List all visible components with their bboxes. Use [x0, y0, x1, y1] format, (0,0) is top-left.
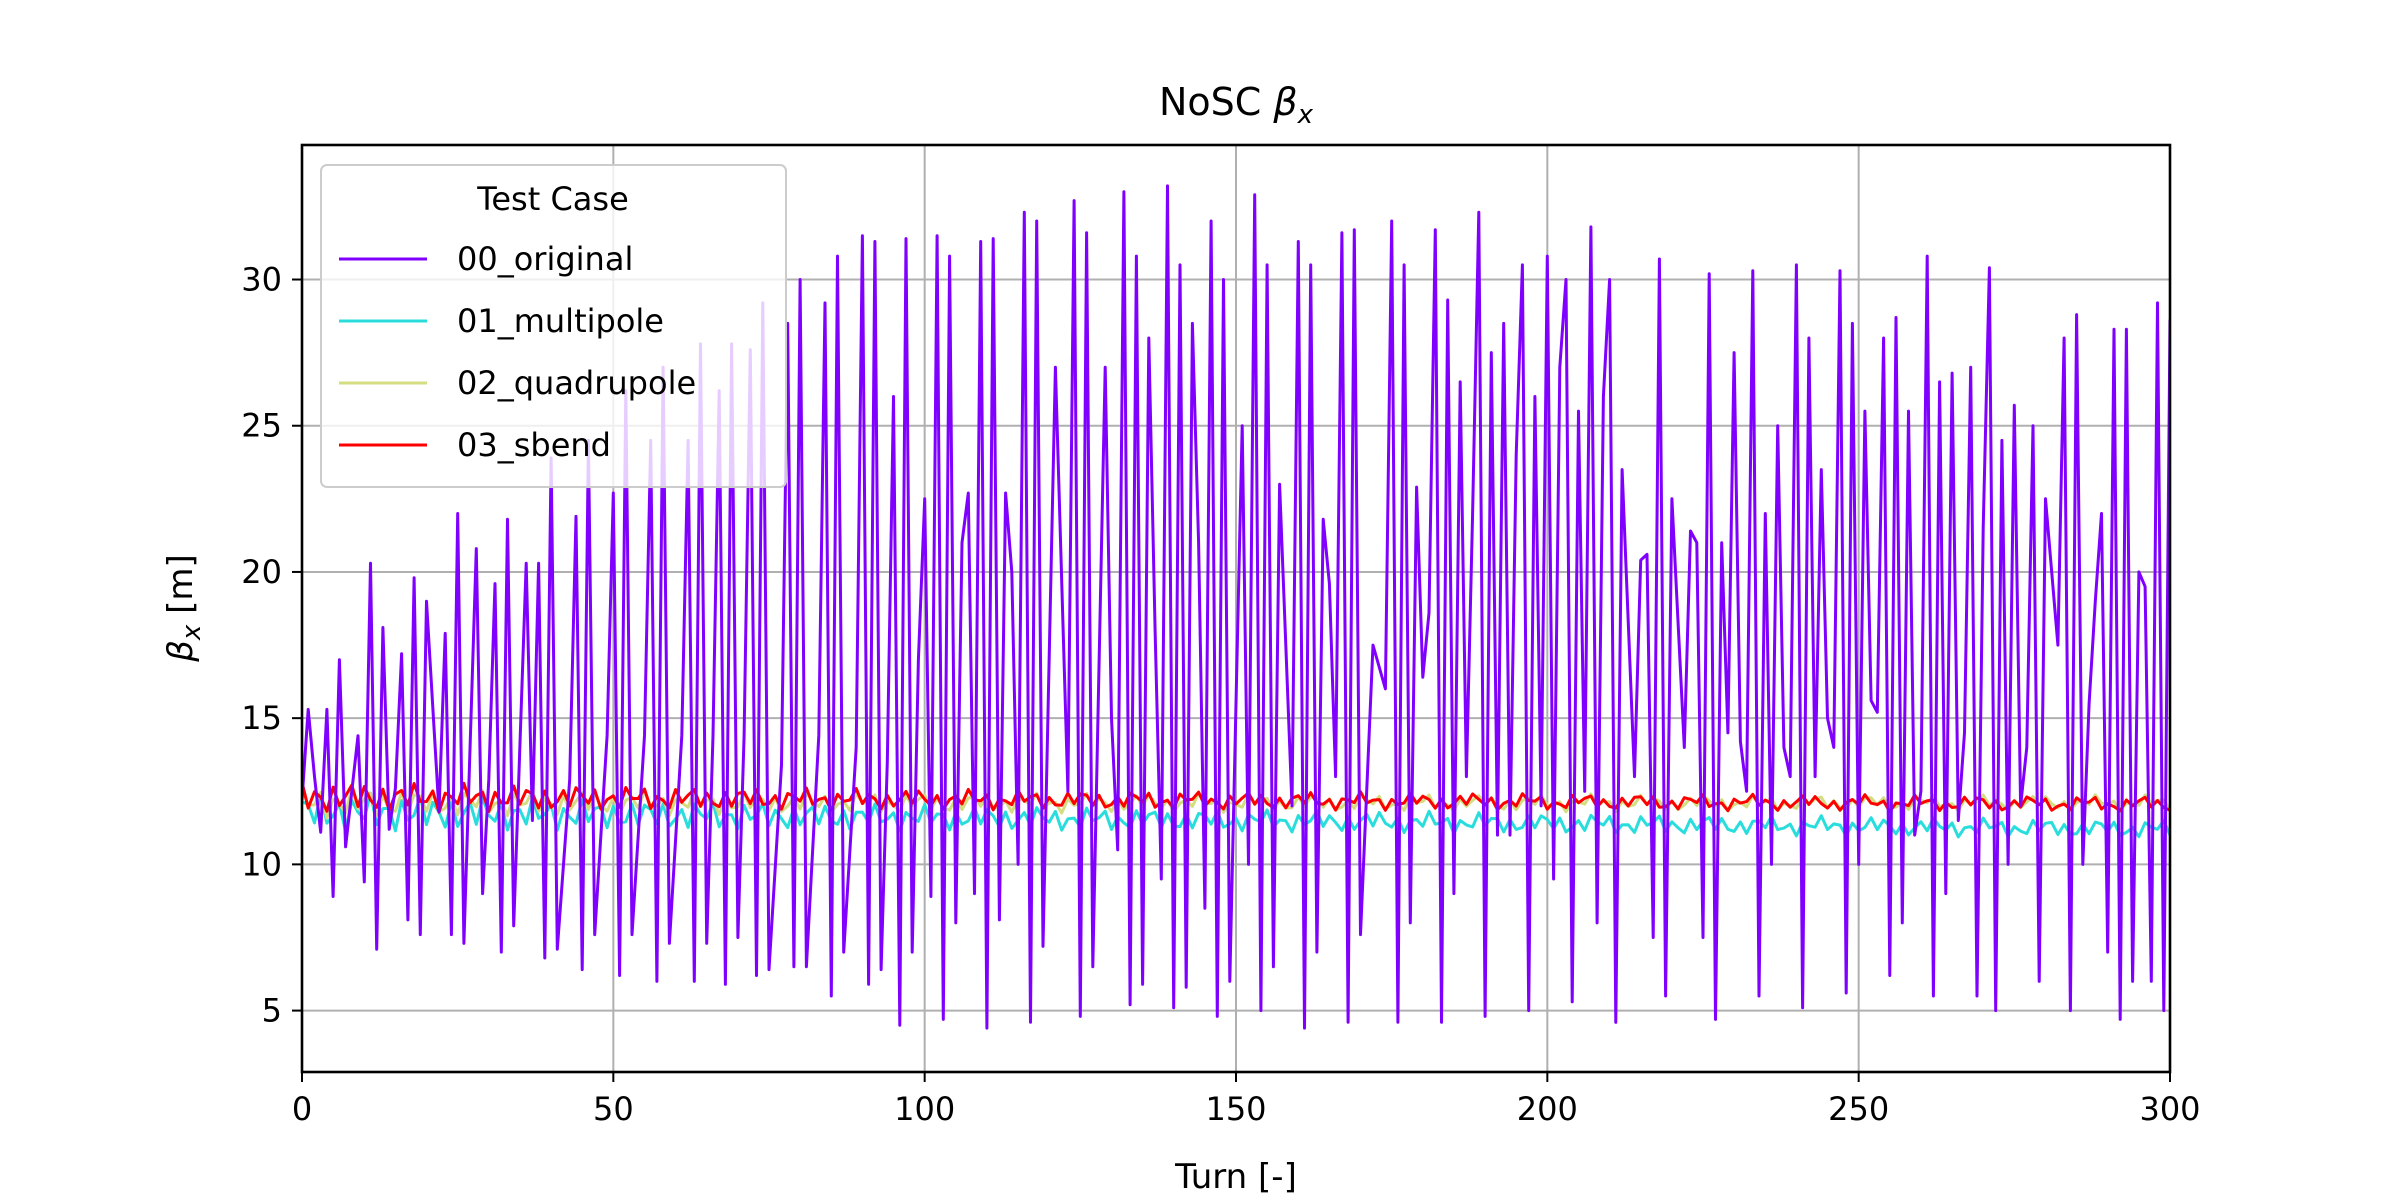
x-tick-label: 250 — [1828, 1090, 1889, 1128]
legend: Test Case 00_original 01_multipole 02_quad… — [320, 164, 787, 488]
y-tick-label: 15 — [241, 699, 282, 737]
y-tick-label: 10 — [241, 845, 282, 883]
x-tick-label: 300 — [2139, 1090, 2200, 1128]
x-tick-label: 50 — [593, 1090, 634, 1128]
chart-title: NoSC βx — [1159, 80, 1314, 130]
y-tick-label: 25 — [241, 407, 282, 445]
series-line-00_original — [302, 184, 2170, 1030]
series-layer — [302, 184, 2170, 1030]
legend-label: 01_multipole — [457, 302, 664, 340]
y-axis-label: βx [m] — [161, 554, 207, 663]
x-tick-label: 100 — [894, 1090, 955, 1128]
x-tick-label: 0 — [292, 1090, 312, 1128]
legend-title: Test Case — [476, 180, 629, 218]
x-tick-label: 150 — [1205, 1090, 1266, 1128]
y-tick-label: 5 — [262, 992, 282, 1030]
x-axis-label: Turn [-] — [1174, 1157, 1297, 1197]
y-tick-label: 20 — [241, 553, 282, 591]
y-tick-label: 30 — [241, 261, 282, 299]
legend-box — [320, 164, 787, 488]
x-tick-label: 200 — [1517, 1090, 1578, 1128]
legend-label: 03_sbend — [457, 426, 611, 464]
legend-label: 02_quadrupole — [457, 364, 696, 402]
legend-label: 00_original — [457, 240, 633, 278]
ticks: 0 50 100 150 200 250 300 5 10 15 20 25 30 — [241, 261, 2200, 1128]
